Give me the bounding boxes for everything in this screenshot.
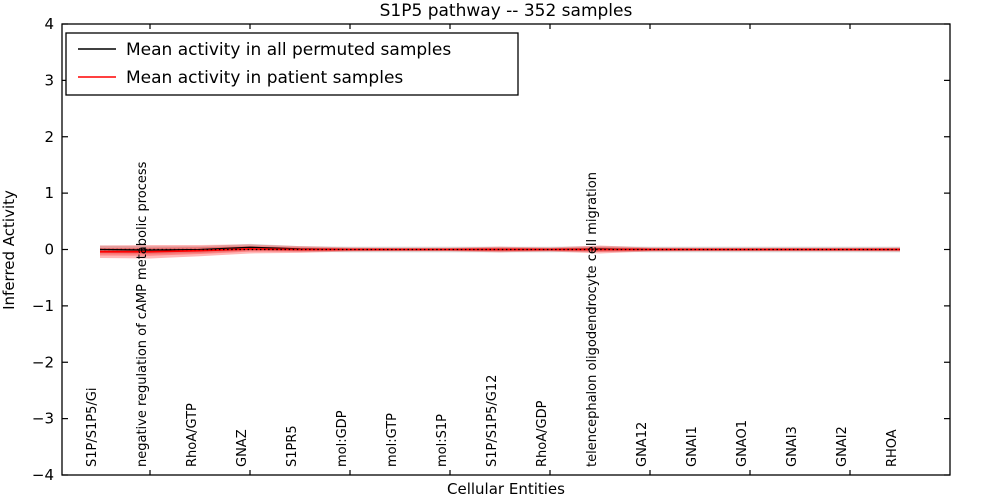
y-tick-label: −3 [32,410,54,428]
x-category-label: RHOA [885,429,900,467]
y-tick-label: −1 [32,297,54,315]
y-ticks [62,23,950,476]
legend-label-patient: Mean activity in patient samples [126,68,403,88]
plot-lines [99,246,900,253]
y-tick-label: 4 [44,15,54,33]
x-category-label: RhoA/GTP [185,403,200,467]
y-axis-label: Inferred Activity [0,190,18,310]
x-category-label: GNAI2 [835,426,850,467]
x-category-label: mol:GDP [335,410,350,467]
x-category-label: GNAI3 [785,426,800,467]
x-category-label: mol:GTP [385,413,400,467]
x-ticks [149,24,851,475]
legend-box [65,32,519,96]
y-tick-label: 0 [44,241,54,259]
y-tick-label: −2 [32,353,54,371]
x-category-label: S1P/S1P5/Gi [85,388,100,467]
y-tick-label: 1 [44,184,54,202]
chart-title: S1P5 pathway -- 352 samples [380,1,633,21]
x-category-label: telencephalon oligodendrocyte cell migra… [585,172,600,467]
legend-label-permuted: Mean activity in all permuted samples [126,40,451,60]
x-category-label: mol:S1P [435,414,450,467]
y-tick-label: −4 [32,466,54,484]
x-category-label: GNAI1 [685,426,700,467]
x-category-label: RhoA/GDP [535,400,550,467]
x-category-label: negative regulation of cAMP metabolic pr… [135,161,150,467]
x-category-labels: S1P/S1P5/Gi negative regulation of cAMP m… [85,161,900,467]
patient-mean-line [100,248,900,253]
x-axis-label: Cellular Entities [447,480,565,498]
x-category-label: GNAZ [235,429,250,467]
patient-std-band [100,244,900,259]
x-category-label: S1P/S1P5/G12 [485,375,500,467]
y-tick-label: 3 [44,71,54,89]
x-category-label: S1PR5 [285,425,300,467]
x-category-label: GNAO1 [735,420,750,467]
legend: Mean activity in all permuted samples Me… [65,32,519,96]
x-category-label: GNA12 [635,422,650,467]
y-tick-labels: 4 3 2 1 0 −1 −2 −3 −4 [32,15,54,484]
y-tick-label: 2 [44,128,54,146]
